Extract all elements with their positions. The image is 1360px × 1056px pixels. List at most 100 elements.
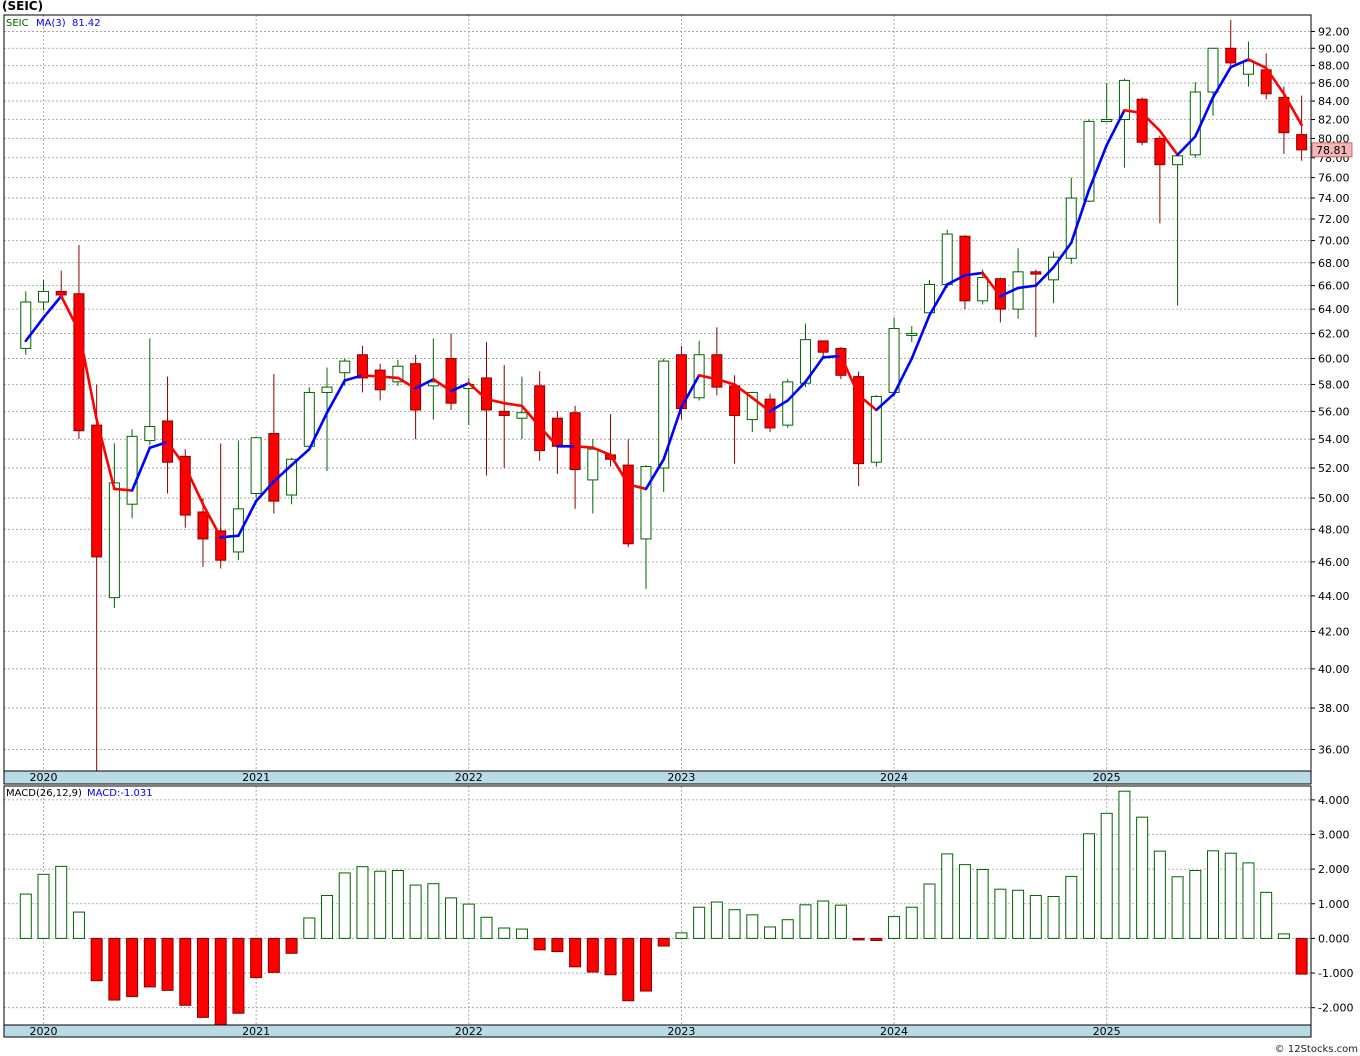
- last-price-badge: 78.81: [1311, 142, 1353, 158]
- candle-body: [481, 377, 492, 411]
- candle-body: [498, 410, 510, 416]
- price-tick-label: 86.00: [1318, 77, 1350, 90]
- chart-title: (SEIC): [2, 0, 43, 13]
- ma-segment: [1016, 284, 1038, 290]
- macd-tick-label: 3.000: [1318, 828, 1350, 841]
- ma-line: [24, 58, 1303, 539]
- price-tick-label: 92.00: [1318, 25, 1350, 38]
- macd-year-label-2022: 2022: [455, 1025, 483, 1038]
- macd-bar-2024-12: [1082, 833, 1095, 939]
- ma-segment: [361, 374, 382, 378]
- ma-segment: [396, 376, 417, 390]
- macd-bar-2024-04: [941, 853, 954, 939]
- candle-body: [516, 412, 528, 419]
- ma-segment: [432, 377, 453, 393]
- last-price-badge-bg: [1311, 142, 1353, 158]
- ma-segment: [290, 447, 311, 467]
- ma-segment: [750, 396, 772, 413]
- site-credit: © 12Stocks.com: [1275, 1044, 1358, 1055]
- macd-bar-2025-12: [1295, 937, 1308, 975]
- ma-segment: [113, 487, 134, 492]
- ma-segment: [449, 381, 471, 393]
- macd-bar-2023-01: [675, 932, 688, 939]
- ma-segment: [1105, 108, 1126, 147]
- macd-bar-2023-09: [817, 900, 830, 939]
- candle-2020-12: [232, 440, 244, 561]
- ma-segment: [219, 534, 240, 539]
- macd-year-label-2020: 2020: [30, 1025, 58, 1038]
- ma-segment: [1123, 108, 1144, 115]
- macd-bar-2023-11: [852, 937, 865, 941]
- ma-segment: [166, 440, 187, 468]
- macd-bar-2024-09: [1029, 894, 1042, 939]
- candle-body: [108, 482, 120, 599]
- macd-bar-2022-04: [515, 928, 528, 939]
- candle-body: [268, 433, 280, 502]
- ma-segment: [644, 457, 666, 491]
- candle-body: [392, 365, 404, 383]
- price-tick-label: 50.00: [1318, 492, 1350, 505]
- candle-2023-11: [853, 371, 865, 486]
- candle-body: [1172, 155, 1184, 166]
- macd-bar-2020-12: [232, 937, 245, 1014]
- candle-body: [853, 376, 865, 465]
- candle-2024-06: [977, 269, 989, 305]
- macd-bar-2021-12: [445, 897, 458, 939]
- candle-2023-09: [817, 340, 829, 358]
- candle-2025-09: [1242, 41, 1254, 87]
- ma-segment: [609, 453, 630, 486]
- macd-bar-2022-12: [657, 937, 670, 947]
- ma-segment: [715, 377, 736, 386]
- candle-2024-03: [924, 279, 935, 318]
- price-legend-symbol: SEIC: [6, 18, 29, 29]
- macd-bar-2022-10: [622, 937, 635, 1002]
- price-tick-label: 88.00: [1318, 59, 1350, 72]
- macd-bar-2025-10: [1260, 891, 1273, 939]
- macd-year-labels: 2020 2021 2022 2023 2024 2025: [30, 1025, 1121, 1038]
- ma-segment: [148, 440, 169, 450]
- ma-segment: [325, 379, 347, 415]
- macd-bar-2025-05: [1171, 876, 1184, 939]
- candle-body: [38, 290, 49, 303]
- price-tick-label: 58.00: [1318, 378, 1350, 391]
- macd-bar-2022-11: [639, 937, 652, 992]
- candle-body: [959, 235, 971, 302]
- ma-segment: [963, 271, 984, 277]
- ma-segment: [201, 502, 222, 539]
- candle-body: [73, 293, 85, 432]
- macd-bar-2022-07: [569, 937, 582, 968]
- candle-body: [215, 530, 227, 561]
- ma-segment: [662, 405, 683, 461]
- macd-year-band: [3, 1024, 1312, 1038]
- candle-body: [534, 385, 546, 452]
- candle-2021-05: [321, 367, 333, 472]
- candle-body: [835, 347, 847, 376]
- macd-bar-2022-09: [604, 937, 617, 976]
- ma-segment: [414, 377, 435, 390]
- macd-bar-2024-02: [905, 906, 918, 939]
- macd-tick-label: 4.000: [1318, 794, 1350, 807]
- ma-segment: [378, 375, 400, 380]
- macd-bar-2025-02: [1118, 790, 1131, 939]
- price-tick-label: 72.00: [1318, 213, 1350, 226]
- macd-bar-2024-03: [923, 883, 936, 939]
- candle-2020-06: [126, 429, 138, 519]
- candle-2025-03: [1136, 97, 1148, 146]
- ma-segment: [254, 480, 276, 503]
- price-tick-label: 42.00: [1318, 625, 1350, 638]
- ma-segment: [999, 286, 1020, 298]
- macd-year-label-2021: 2021: [242, 1025, 270, 1038]
- candle-2025-07: [1207, 47, 1219, 116]
- candle-body: [179, 455, 191, 516]
- ma-segment: [272, 463, 293, 483]
- candle-body: [321, 386, 333, 393]
- macd-bar-2023-10: [834, 904, 847, 939]
- price-tick-label: 76.00: [1318, 172, 1350, 185]
- macd-bar-2021-09: [391, 870, 404, 939]
- macd-bar-2023-06: [764, 926, 777, 939]
- ma-segment: [95, 418, 116, 491]
- ma-segment: [130, 446, 152, 492]
- candle-body: [1189, 91, 1201, 156]
- macd-bar-2022-03: [498, 927, 511, 939]
- price-tick-label: 70.00: [1318, 235, 1350, 248]
